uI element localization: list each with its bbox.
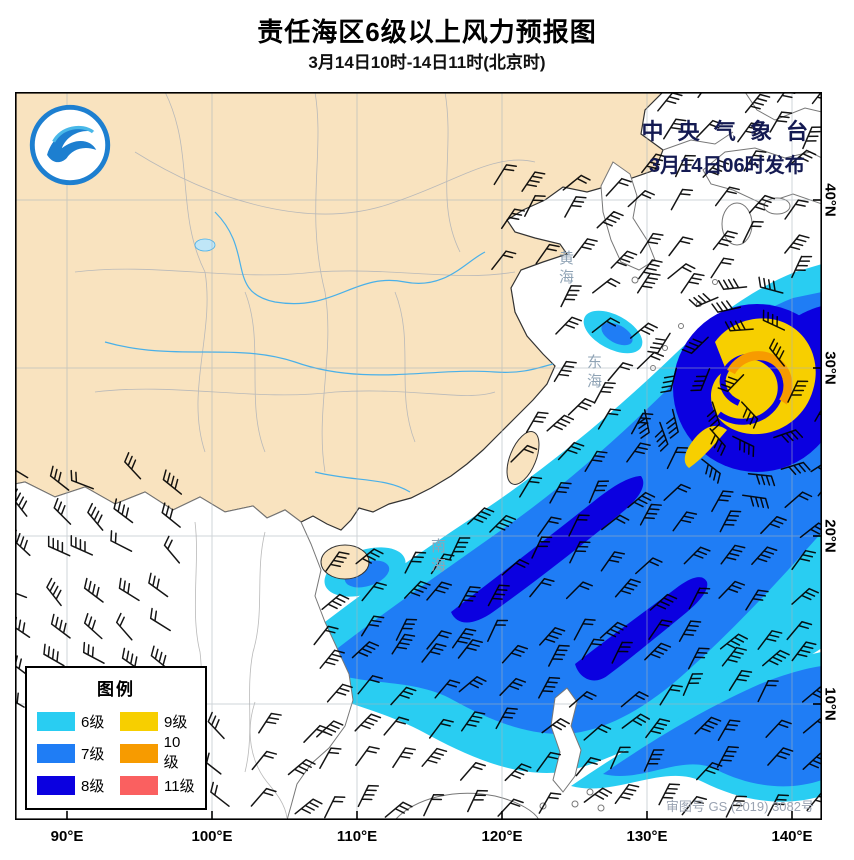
japan-kyushu <box>721 202 753 246</box>
legend-swatch-9 <box>120 711 158 731</box>
issue-time: 3月14日06时发布 <box>648 155 805 177</box>
y-axis-label: 10°N <box>821 687 839 721</box>
legend-swatch-7 <box>37 743 75 763</box>
legend-swatch-11 <box>120 775 158 795</box>
approval-number: 审图号 GS (2019) 3082号 <box>665 799 814 814</box>
y-axis-label: 30°N <box>821 351 839 385</box>
primorye-coast <box>662 131 734 151</box>
legend-label-11: 11级 <box>164 777 195 795</box>
legend-label-10: 10级 <box>163 734 181 771</box>
hainan-island <box>320 544 370 580</box>
issuer-block: 中 央 气 象 台 3月14日06时发布 <box>642 114 812 178</box>
province-borders <box>74 92 536 819</box>
legend-label-9: 9级 <box>164 713 188 731</box>
x-axis-label: 120°E <box>481 828 523 845</box>
legend-item: 9级 <box>120 708 195 734</box>
map-frame <box>15 92 822 820</box>
philippines-luzon <box>550 687 582 793</box>
x-axis-label: 140°E <box>771 828 813 845</box>
legend-swatch-6 <box>37 711 75 731</box>
legend-item: 8级 <box>37 772 112 798</box>
legend-label-7: 7级 <box>81 745 105 763</box>
taiwan-island <box>506 431 540 485</box>
sea-label-yellow-sea: 黄海 <box>557 250 574 288</box>
x-axis-label: 100°E <box>191 828 233 845</box>
x-axis-label: 90°E <box>50 828 84 845</box>
legend-item: 11级 <box>120 772 195 798</box>
sea-label-east-china-sea: 东海 <box>585 354 602 392</box>
rivers <box>104 211 554 493</box>
legend-title: 图例 <box>97 680 135 699</box>
cma-logo-icon <box>29 104 111 186</box>
x-axis-label: 110°E <box>336 828 378 845</box>
x-axis-label: 130°E <box>626 828 668 845</box>
legend-item: 7级 <box>37 740 112 766</box>
sea-label-south-china-sea: 南海 <box>429 538 446 576</box>
page-subtitle: 3月14日10时-14日11时(北京时) <box>308 53 546 72</box>
map-canvas <box>15 92 822 820</box>
forecast-map: 中 央 气 象 台 3月14日06时发布 黄海 东海 南海 图例 6级 7级 <box>15 92 822 820</box>
y-axis-label: 20°N <box>821 519 839 553</box>
legend-grid: 6级 7级 8级 9级 10级 <box>37 708 195 798</box>
legend-item: 6级 <box>37 708 112 734</box>
lake <box>194 238 216 252</box>
legend-label-8: 8级 <box>81 777 105 795</box>
legend-item: 10级 <box>120 734 195 771</box>
legend-label-6: 6级 <box>81 713 105 731</box>
legend-swatch-8 <box>37 775 75 795</box>
legend: 图例 6级 7级 8级 9级 <box>25 666 207 810</box>
ryukyu-islands <box>631 276 718 371</box>
legend-swatch-10 <box>120 743 158 763</box>
y-axis-label: 40°N <box>821 183 839 217</box>
issuer-name: 中 央 气 象 台 <box>641 119 812 144</box>
page-title: 责任海区6级以上风力预报图 <box>257 17 597 47</box>
typhoon-core <box>684 318 816 468</box>
